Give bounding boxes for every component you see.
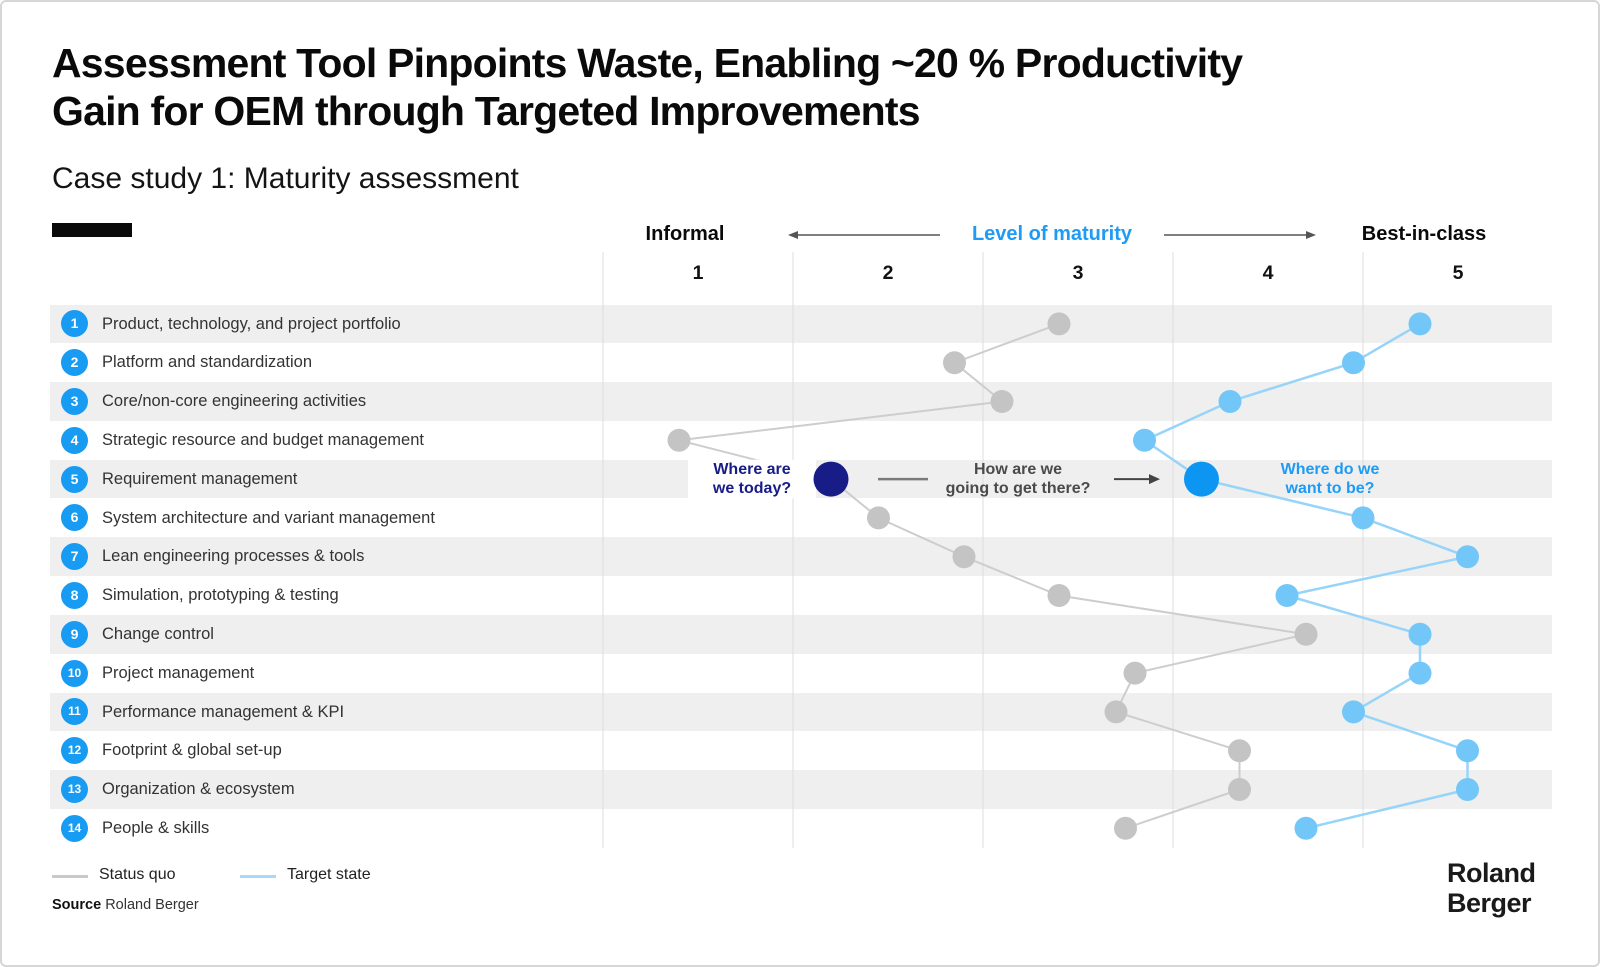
annotation-where-are-we-today: Where are we today? bbox=[712, 461, 792, 497]
column-number-4: 4 bbox=[1262, 262, 1274, 284]
row-label: Product, technology, and project portfol… bbox=[102, 314, 401, 333]
row-number-badge: 5 bbox=[61, 465, 88, 493]
legend-target-state-label: Target state bbox=[287, 866, 371, 883]
table-row bbox=[50, 809, 1552, 848]
row-label: Change control bbox=[102, 624, 214, 643]
row-label: Lean engineering processes & tools bbox=[102, 547, 365, 566]
axis-label-informal: Informal bbox=[645, 223, 725, 245]
row-number-badge: 14 bbox=[61, 814, 88, 842]
subtitle: Case study 1: Maturity assessment bbox=[52, 162, 519, 195]
row-label: Platform and standardization bbox=[102, 353, 313, 372]
row-number-badge: 9 bbox=[61, 620, 88, 648]
row-number-badge: 3 bbox=[61, 388, 88, 415]
column-number-3: 3 bbox=[1072, 262, 1084, 284]
roland-berger-logo: Roland Berger bbox=[1447, 858, 1536, 918]
column-number-2: 2 bbox=[882, 262, 894, 284]
row-label: Footprint & global set-up bbox=[102, 741, 282, 760]
row-number-badge: 11 bbox=[61, 698, 88, 726]
column-number-5: 5 bbox=[1452, 262, 1464, 284]
row-number-badge: 12 bbox=[61, 737, 88, 765]
row-number-badge: 8 bbox=[61, 582, 88, 609]
row-number-badge: 4 bbox=[61, 426, 88, 454]
source-note: Source Roland Berger bbox=[52, 897, 199, 913]
axis-label-best-in-class: Best-in-class bbox=[1361, 223, 1487, 245]
row-label: Strategic resource and budget management bbox=[102, 430, 424, 449]
row-label: Core/non-core engineering activities bbox=[102, 392, 367, 411]
row-number-badge: 1 bbox=[61, 310, 88, 338]
page-title: Assessment Tool Pinpoints Waste, Enablin… bbox=[52, 40, 1243, 136]
column-number-1: 1 bbox=[692, 262, 704, 284]
source-value: Roland Berger bbox=[105, 897, 199, 913]
legend-target-state-line bbox=[240, 875, 276, 878]
row-number-badge: 2 bbox=[61, 349, 88, 377]
row-label: Requirement management bbox=[102, 469, 298, 488]
annotation-where-do-we-want-to-be: Where do we want to be? bbox=[1280, 461, 1380, 497]
row-number-badge: 13 bbox=[61, 776, 88, 803]
row-number-badge: 6 bbox=[61, 504, 88, 532]
title-line-2: Gain for OEM through Targeted Improvemen… bbox=[52, 87, 921, 134]
row-number-badge: 7 bbox=[61, 543, 88, 571]
legend-status-quo-line bbox=[52, 875, 88, 878]
row-label: Organization & ecosystem bbox=[102, 780, 295, 799]
row-label: System architecture and variant manageme… bbox=[102, 508, 435, 527]
title-line-1: Assessment Tool Pinpoints Waste, Enablin… bbox=[52, 40, 1243, 86]
row-number-badge: 10 bbox=[61, 659, 88, 687]
table-row bbox=[50, 654, 1552, 693]
axis-label-level-of-maturity: Level of maturity bbox=[971, 223, 1133, 245]
title-marker-bar bbox=[52, 223, 132, 237]
table-row bbox=[50, 614, 1552, 654]
annotation-how-are-we-going-to-get-there: How are we going to get there? bbox=[945, 461, 1091, 497]
row-label: People & skills bbox=[102, 818, 210, 837]
legend-status-quo-label: Status quo bbox=[99, 866, 176, 883]
source-label: Source bbox=[52, 897, 102, 913]
row-label: Performance management & KPI bbox=[102, 702, 345, 721]
row-label: Project management bbox=[102, 663, 255, 682]
row-label: Simulation, prototyping & testing bbox=[102, 586, 339, 605]
